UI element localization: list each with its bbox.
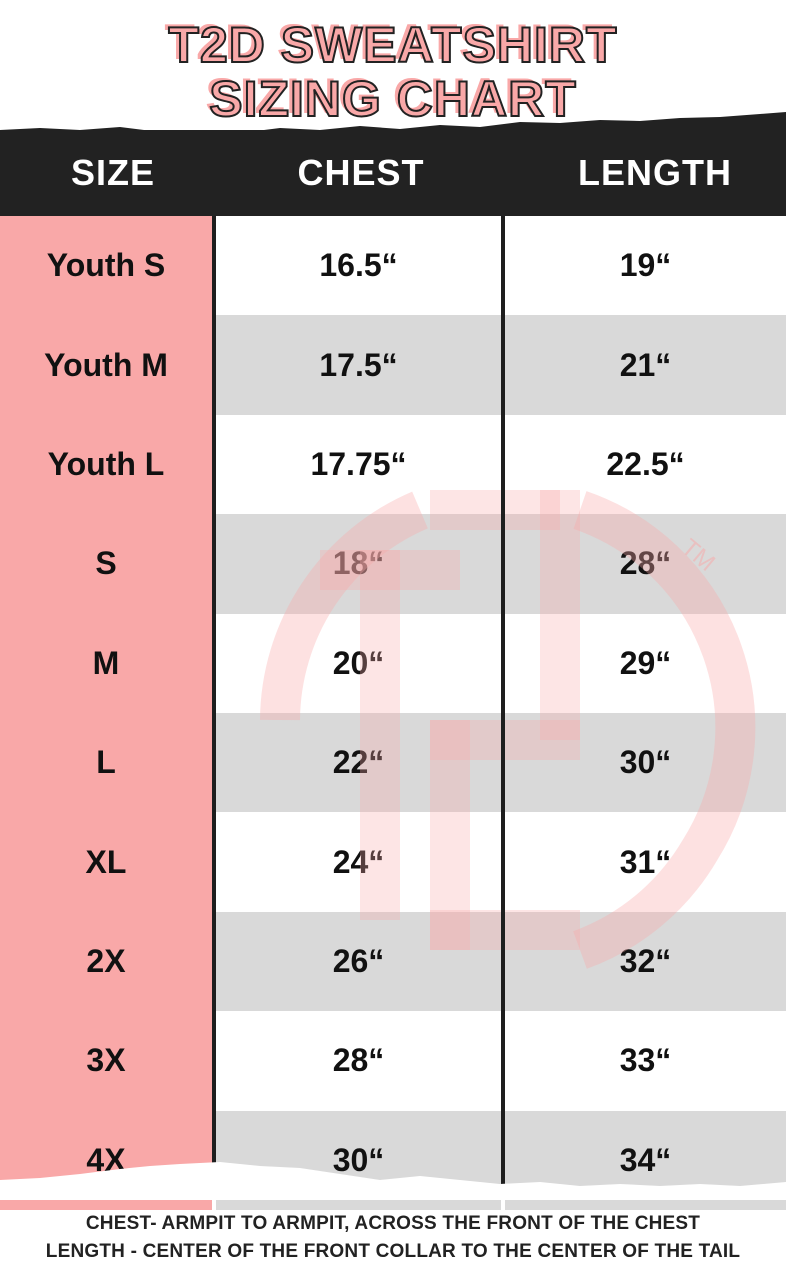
chest-cell: 18“: [216, 514, 501, 614]
chest-cell: 17.75“: [216, 414, 501, 515]
table-header: [0, 130, 786, 216]
chest-cell: 20“: [216, 613, 501, 713]
size-cell: S: [0, 514, 212, 614]
column-divider: [501, 216, 505, 1192]
table-row: S 18“ 28“: [0, 514, 786, 614]
length-cell: 31“: [505, 812, 786, 912]
table-row: Youth M 17.5“ 21“: [0, 315, 786, 415]
length-cell: 28“: [505, 514, 786, 614]
header-length: LENGTH: [578, 152, 732, 193]
length-cell: 19“: [505, 216, 786, 316]
chest-cell: 28“: [216, 1011, 501, 1111]
table-row: XL 24“ 31“: [0, 812, 786, 912]
torn-edge-top: [0, 112, 786, 138]
table-row: Youth S 16.5“ 19“: [0, 216, 786, 316]
chest-cell: 24“: [216, 812, 501, 912]
torn-edge-bottom: [0, 1162, 786, 1200]
table-row: L 22“ 30“: [0, 712, 786, 813]
title-line-2: SIZING CHART: [208, 71, 577, 127]
size-cell: L: [0, 712, 212, 813]
length-cell: 22.5“: [505, 414, 786, 515]
length-cell: 33“: [505, 1011, 786, 1111]
header-chest: CHEST: [297, 152, 425, 193]
table-row: 3X 28“ 33“: [0, 1011, 786, 1111]
length-cell: 30“: [505, 712, 786, 813]
size-cell: 2X: [0, 911, 212, 1012]
chest-cell: 16.5“: [216, 216, 501, 316]
chest-cell: 17.5“: [216, 315, 501, 415]
table-row: Youth L 17.75“ 22.5“: [0, 414, 786, 515]
chest-cell: 26“: [216, 911, 501, 1012]
size-cell: Youth M: [0, 315, 212, 415]
length-cell: 29“: [505, 613, 786, 713]
size-cell: XL: [0, 812, 212, 912]
column-divider: [212, 216, 216, 1192]
size-table-body: Youth S 16.5“ 19“ Youth M 17.5“ 21“ Youth L 17.…: [0, 216, 786, 1210]
table-row: 2X 26“ 32“: [0, 911, 786, 1012]
size-cell: Youth L: [0, 414, 212, 515]
length-cell: 32“: [505, 911, 786, 1012]
table-row: M 20“ 29“: [0, 613, 786, 713]
chest-cell: 22“: [216, 712, 501, 813]
size-cell: 3X: [0, 1011, 212, 1111]
footnote-chest: CHEST- ARMPIT TO ARMPIT, ACROSS THE FRON…: [85, 1213, 701, 1234]
title-line-1: T2D SWEATSHIRT: [167, 17, 618, 73]
size-cell: Youth S: [0, 216, 212, 316]
length-cell: 21“: [505, 315, 786, 415]
header-size: SIZE: [70, 152, 155, 193]
footnote-length: LENGTH - CENTER OF THE FRONT COLLAR TO T…: [45, 1241, 741, 1262]
size-cell: M: [0, 613, 212, 713]
